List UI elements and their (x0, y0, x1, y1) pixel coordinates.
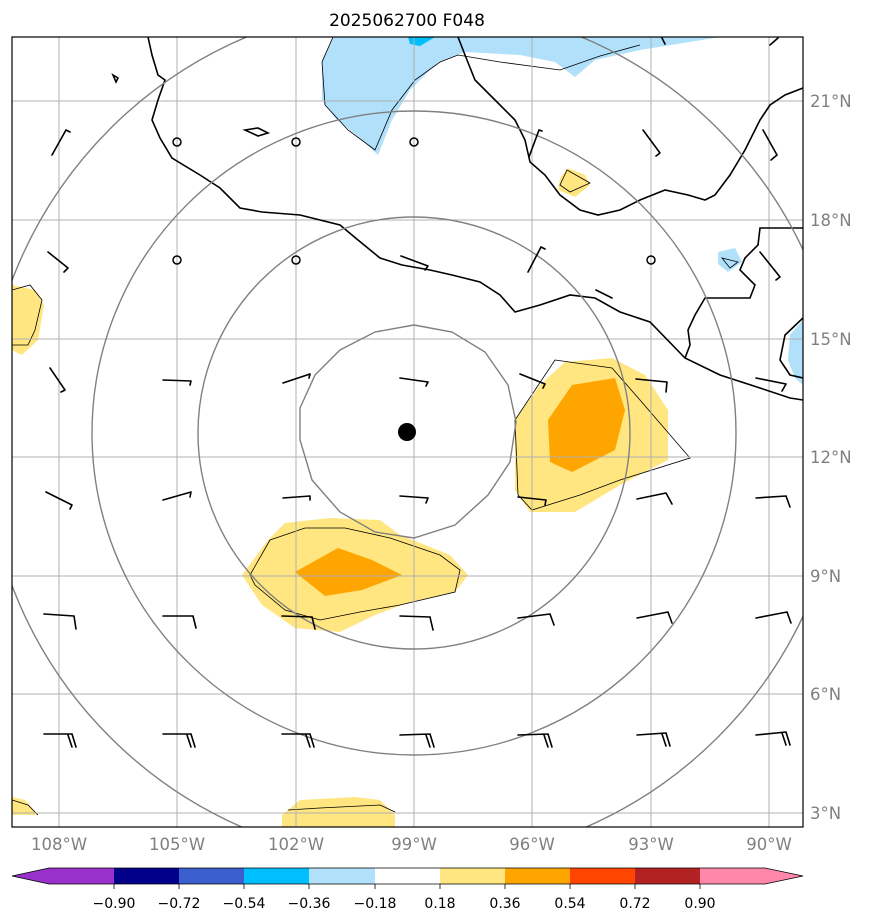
storm-center-marker (398, 423, 416, 441)
lon-label-90w: 90°W (746, 835, 792, 854)
colorbar-label-7: 0.36 (489, 896, 520, 912)
lon-label-108w: 108°W (31, 835, 87, 854)
contour-line-south-blob (249, 527, 461, 621)
map-area (12, 37, 803, 827)
lat-label-9n: 9°N (810, 567, 841, 586)
colorbar-label-10: 0.90 (684, 896, 715, 912)
colorbar-label-5: −0.18 (354, 896, 397, 912)
colorbar-bin-4 (244, 868, 309, 884)
lon-label-96w: 96°W (509, 835, 555, 854)
colorbar-bin-11 (700, 868, 765, 884)
colorbar-bin-6 (375, 868, 440, 884)
figure-title: 2025062700 F048 (329, 11, 485, 31)
colorbar-label-2: −0.72 (158, 896, 201, 912)
colorbar-bin-9 (570, 868, 635, 884)
contour-lines (12, 37, 739, 816)
range-ring-3 (91, 110, 737, 756)
lat-label-15n: 15°N (810, 330, 852, 349)
colorbar: −0.90 −0.72 −0.54 −0.36 −0.18 0.18 0.36 … (11, 867, 804, 912)
colorbar-extend-high (765, 868, 803, 884)
colorbar-bin-10 (635, 868, 700, 884)
calm-wind-markers (172, 137, 656, 265)
lon-label-102w: 102°W (268, 835, 324, 854)
contour-line-southwest-corner (12, 799, 39, 816)
colorbar-bin-8 (505, 868, 570, 884)
range-ring-1 (299, 324, 517, 539)
grid-lines (12, 37, 803, 827)
lon-label-93w: 93°W (628, 835, 674, 854)
wind-barbs (43, 37, 792, 748)
colorbar-label-3: −0.54 (223, 896, 266, 912)
contour-line-gulf (559, 169, 591, 193)
light-blue-shade-east-edge (788, 320, 803, 385)
lon-label-99w: 99°W (391, 835, 437, 854)
colorbar-label-1: −0.90 (93, 896, 136, 912)
yellow-shade-south-bottom (282, 797, 395, 827)
colorbar-extend-low (12, 868, 49, 884)
light-blue-shade-north (322, 37, 720, 155)
lat-label-12n: 12°N (810, 448, 852, 467)
plot-frame (11, 36, 804, 828)
colorbar-label-6: 0.18 (424, 896, 455, 912)
lat-labels: 3°N 6°N 9°N 12°N 15°N 18°N 21°N (810, 92, 852, 823)
colorbar-bin-7 (440, 868, 505, 884)
lat-label-18n: 18°N (810, 211, 852, 230)
range-ring-2 (197, 216, 631, 650)
lon-labels: 108°W 105°W 102°W 99°W 96°W 93°W 90°W (31, 835, 792, 854)
colorbar-label-4: −0.36 (288, 896, 331, 912)
coastline (111, 37, 803, 401)
lat-label-21n: 21°N (810, 92, 852, 111)
colorbar-label-9: 0.72 (619, 896, 650, 912)
colorbar-bin-1 (49, 868, 114, 884)
colorbar-bin-3 (179, 868, 244, 884)
yellow-shade-southwest-corner (12, 797, 38, 815)
orange-shade-south-blob (295, 548, 402, 596)
yellow-shade-west-edge (12, 285, 44, 355)
filled-contours (12, 37, 803, 827)
contour-line-west-edge (12, 284, 43, 346)
colorbar-outline (11, 867, 804, 885)
contour-line-north (321, 37, 641, 151)
colorbar-bin-5 (309, 868, 375, 884)
contour-line-south-bottom (287, 804, 396, 813)
colorbar-bin-2 (114, 868, 179, 884)
range-rings (12, 37, 803, 827)
orange-shade-east-blob (548, 378, 625, 472)
contour-line-east-cluster (720, 257, 739, 269)
colorbar-label-8: 0.54 (554, 896, 585, 912)
lat-label-3n: 3°N (810, 804, 841, 823)
yellow-shade-gulf (558, 168, 590, 197)
lon-label-105w: 105°W (149, 835, 205, 854)
mid-blue-shade-north (408, 37, 435, 46)
lat-label-6n: 6°N (810, 685, 841, 704)
